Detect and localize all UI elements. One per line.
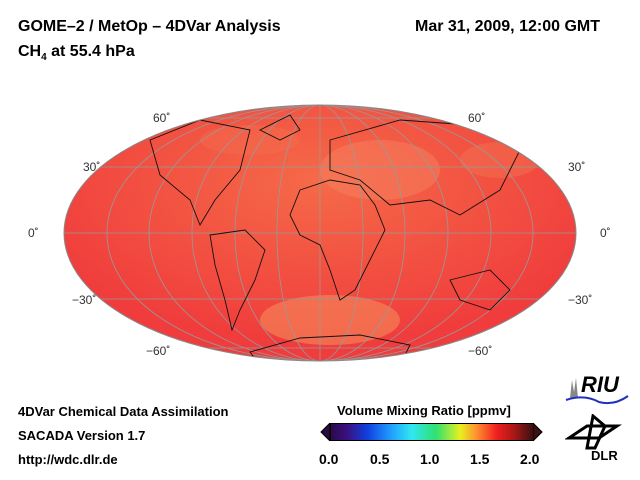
lat-label-0-right: 0˚ [600,226,611,240]
dlr-logo-icon [565,414,622,450]
colorbar-tick: 2.0 [520,451,540,467]
riu-logo: RIU [564,372,630,406]
footer-line-2: SACADA Version 1.7 [18,428,146,443]
species-level: CH4 at 55.4 hPa [18,43,135,63]
pressure-level: at 55.4 hPa [46,43,135,60]
colorbar-min-arrow [320,423,330,441]
colorbar [330,423,534,441]
riu-logo-icon [565,378,629,405]
footer-url[interactable]: http://wdc.dlr.de [18,452,118,467]
map-title: GOME–2 / MetOp – 4DVar Analysis [18,18,281,35]
coastlines [149,114,521,361]
species-subscript: 4 [41,52,47,64]
colorbar-max-arrow [533,423,543,441]
species: CH [18,43,42,60]
map-border [63,104,577,362]
dlr-logo: DLR [565,414,625,464]
colorbar-tick: 1.0 [420,451,440,467]
lat-label-30s-left: −30˚ [72,293,97,307]
lat-label-30s-right: −30˚ [568,293,593,307]
colorbar-tick: 1.5 [470,451,490,467]
colorbar-title: Volume Mixing Ratio [ppmv] [337,403,511,418]
lat-label-60s-right: −60˚ [468,344,493,358]
dlr-logo-text: DLR [591,448,618,463]
lat-label-0-left: 0˚ [28,226,39,240]
colorbar-tick: 0.0 [319,451,339,467]
footer-line-1: 4DVar Chemical Data Assimilation [18,404,229,419]
lat-label-30n-right: 30˚ [568,160,586,174]
colorbar-tick: 0.5 [370,451,390,467]
lat-label-60n-left: 60˚ [153,111,171,125]
lat-label-30n-left: 30˚ [83,160,101,174]
riu-logo-text: RIU [581,372,619,397]
datetime: Mar 31, 2009, 12:00 GMT [415,18,600,35]
lat-label-60n-right: 60˚ [468,111,486,125]
lat-label-60s-left: −60˚ [146,344,171,358]
